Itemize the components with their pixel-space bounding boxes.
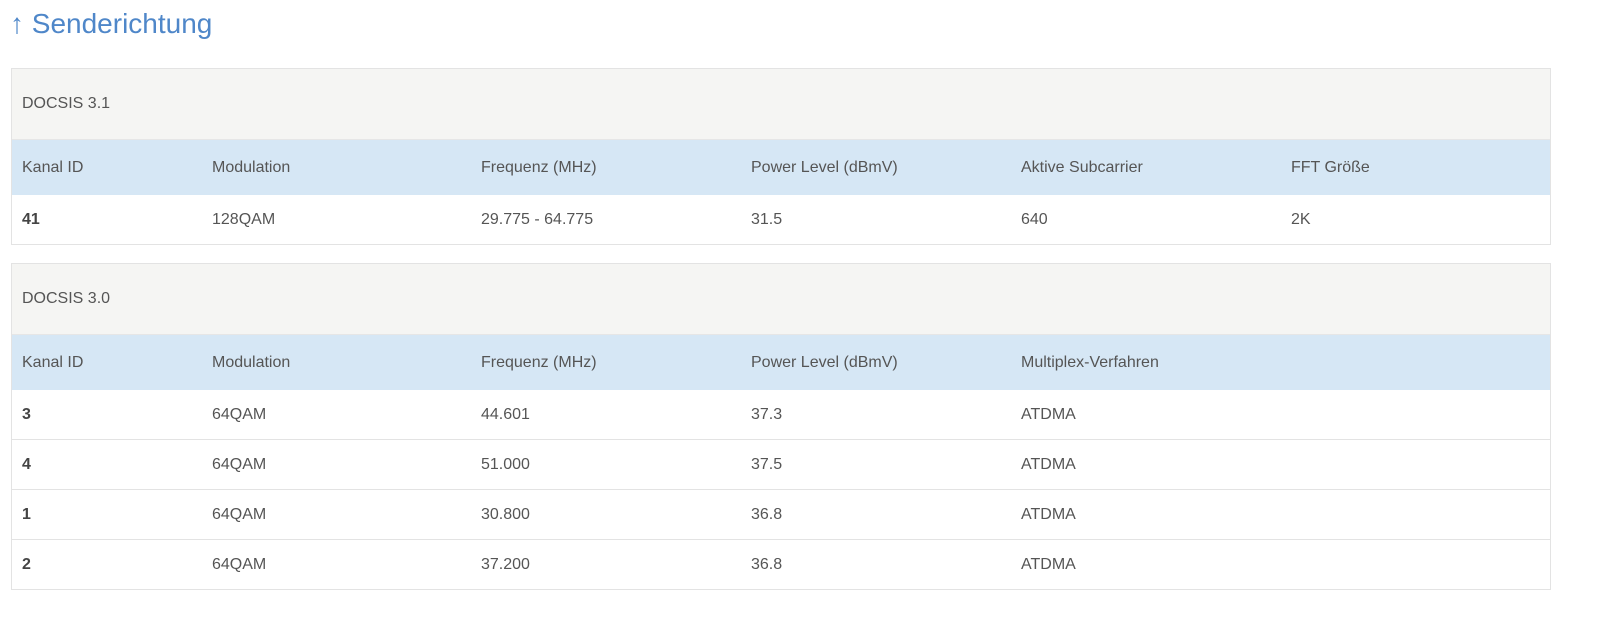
table-cell: ATDMA: [1021, 406, 1076, 423]
table-row: 1 64QAM 30.800 36.8 ATDMA: [12, 490, 1550, 540]
table-cell: 128QAM: [212, 211, 276, 228]
table-cell: 64QAM: [212, 556, 267, 573]
table-cell: ATDMA: [1021, 456, 1076, 473]
table-cell: 3: [22, 406, 31, 423]
docsis-30-table: DOCSIS 3.0 Kanal ID Modulation Frequenz (MH…: [11, 263, 1551, 590]
table-row: 4 64QAM 51.000 37.5 ATDMA: [12, 440, 1550, 490]
table-cell: ATDMA: [1021, 556, 1076, 573]
column-header: Aktive Subcarrier: [1021, 159, 1143, 176]
table-cell: 30.800: [481, 506, 530, 523]
column-header: Frequenz (MHz): [481, 159, 597, 176]
table-cell: 51.000: [481, 456, 530, 473]
table-cell: 2K: [1291, 211, 1311, 228]
table-cell: 64QAM: [212, 506, 267, 523]
column-header: Power Level (dBmV): [751, 159, 898, 176]
table-cell: 37.200: [481, 556, 530, 573]
table-cell: 36.8: [751, 556, 783, 573]
table-cell: 4: [22, 456, 31, 473]
table-cell: 31.5: [751, 211, 783, 228]
column-header: FFT Größe: [1291, 159, 1370, 176]
column-header: Kanal ID: [22, 159, 84, 176]
table-row: 41 128QAM 29.775 - 64.775 31.5 640 2K: [12, 195, 1550, 244]
table-caption: DOCSIS 3.1: [12, 69, 1550, 140]
table-cell: 64QAM: [212, 406, 267, 423]
section-title: ↑ Senderichtung: [10, 8, 213, 39]
table-row: 3 64QAM 44.601 37.3 ATDMA: [12, 390, 1550, 440]
table-cell: 36.8: [751, 506, 783, 523]
table-cell: 64QAM: [212, 456, 267, 473]
table-row: 2 64QAM 37.200 36.8 ATDMA: [12, 540, 1550, 589]
table-cell: ATDMA: [1021, 506, 1076, 523]
table-cell: 37.3: [751, 406, 783, 423]
column-header: Modulation: [212, 159, 291, 176]
column-header: Kanal ID: [22, 354, 84, 371]
table-cell: 1: [22, 506, 31, 523]
table-cell: 2: [22, 556, 31, 573]
docsis-31-table: DOCSIS 3.1 Kanal ID Modulation Frequenz (MH…: [11, 68, 1551, 245]
table-cell: 41: [22, 211, 40, 228]
column-header: Frequenz (MHz): [481, 354, 597, 371]
table-cell: 44.601: [481, 406, 530, 423]
table-cell: 29.775 - 64.775: [481, 211, 594, 228]
header-row: Kanal ID Modulation Frequenz (MHz) Power Le…: [12, 140, 1550, 195]
column-header: Multiplex-Verfahren: [1021, 354, 1159, 371]
column-header: Modulation: [212, 354, 291, 371]
column-header: Power Level (dBmV): [751, 354, 898, 371]
header-row: Kanal ID Modulation Frequenz (MHz) Power Le…: [12, 335, 1550, 390]
table-cell: 640: [1021, 211, 1048, 228]
table-cell: 37.5: [751, 456, 783, 473]
table-caption: DOCSIS 3.0: [12, 264, 1550, 335]
